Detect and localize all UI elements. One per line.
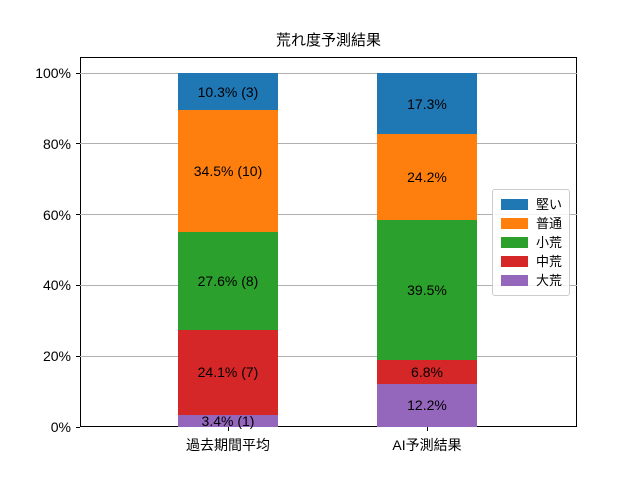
- bar-segment-大荒: [178, 414, 278, 427]
- y-axis-tick-label: 0%: [50, 419, 71, 435]
- gridline: [80, 355, 577, 357]
- legend-color-patch-小荒: [501, 237, 528, 248]
- legend-entry-中荒: 中荒: [501, 252, 569, 271]
- legend-color-patch-堅い: [501, 199, 528, 210]
- legend-color-patch-中荒: [501, 256, 528, 267]
- x-axis-tick-mark: [426, 427, 428, 431]
- y-axis-tick-mark: [76, 355, 80, 357]
- bar-segment-label: 6.8%: [411, 363, 443, 380]
- legend: 堅い普通小荒中荒大荒: [492, 189, 570, 296]
- bar-segment-普通: [377, 134, 477, 220]
- y-axis-tick-mark: [76, 214, 80, 216]
- gridline: [80, 214, 577, 216]
- bar-segment-label: 39.5%: [407, 281, 447, 298]
- bar-segment-label: 27.6% (8): [197, 272, 259, 289]
- y-axis-tick-mark: [76, 143, 80, 145]
- gridline: [80, 143, 577, 145]
- bar-segment-中荒: [178, 329, 278, 415]
- legend-label: 普通: [536, 216, 563, 231]
- bar-segment-label: 12.2%: [407, 397, 447, 414]
- bar-segment-普通: [178, 109, 278, 232]
- legend-color-patch-大荒: [501, 275, 528, 286]
- bar-segment-堅い: [377, 73, 477, 135]
- x-axis-tick-mark: [227, 427, 229, 431]
- y-axis-tick-mark: [76, 426, 80, 428]
- bar-segment-堅い: [178, 73, 278, 110]
- y-axis-tick-label: 20%: [42, 348, 71, 365]
- legend-label: 中荒: [536, 254, 563, 269]
- bar-segment-小荒: [377, 219, 477, 360]
- bar-segment-中荒: [377, 359, 477, 384]
- y-axis-tick-label: 80%: [42, 135, 71, 152]
- legend-label: 小荒: [536, 235, 563, 250]
- legend-color-patch-普通: [501, 218, 528, 229]
- bar-segment-label: 34.5% (10): [193, 162, 263, 179]
- bar-segment-label: 24.1% (7): [197, 364, 259, 381]
- bar-segment-小荒: [178, 231, 278, 330]
- bar-segment-大荒: [377, 383, 477, 427]
- x-axis-tick-label: 過去期間平均: [186, 437, 270, 453]
- y-axis-tick-label: 40%: [42, 277, 71, 294]
- y-axis-tick-mark: [76, 72, 80, 74]
- bar-segment-label: 10.3% (3): [197, 83, 259, 100]
- legend-entry-小荒: 小荒: [501, 233, 569, 252]
- bar-segment-label: 24.2%: [407, 169, 447, 186]
- y-axis-tick-mark: [76, 284, 80, 286]
- x-axis-tick-label: AI予測結果: [392, 437, 462, 453]
- gridline: [80, 284, 577, 286]
- legend-label: 堅い: [536, 197, 563, 212]
- bar-segment-label: 3.4% (1): [201, 412, 255, 429]
- bar-segment-label: 17.3%: [407, 95, 447, 112]
- legend-label: 大荒: [536, 273, 563, 288]
- chart-title: 荒れ度予測結果: [275, 32, 381, 49]
- legend-entry-普通: 普通: [501, 214, 569, 233]
- legend-entry-堅い: 堅い: [501, 195, 569, 214]
- y-axis-tick-label: 100%: [35, 65, 71, 81]
- gridline: [80, 72, 577, 74]
- legend-entry-大荒: 大荒: [501, 271, 569, 290]
- y-axis-tick-label: 60%: [42, 206, 71, 223]
